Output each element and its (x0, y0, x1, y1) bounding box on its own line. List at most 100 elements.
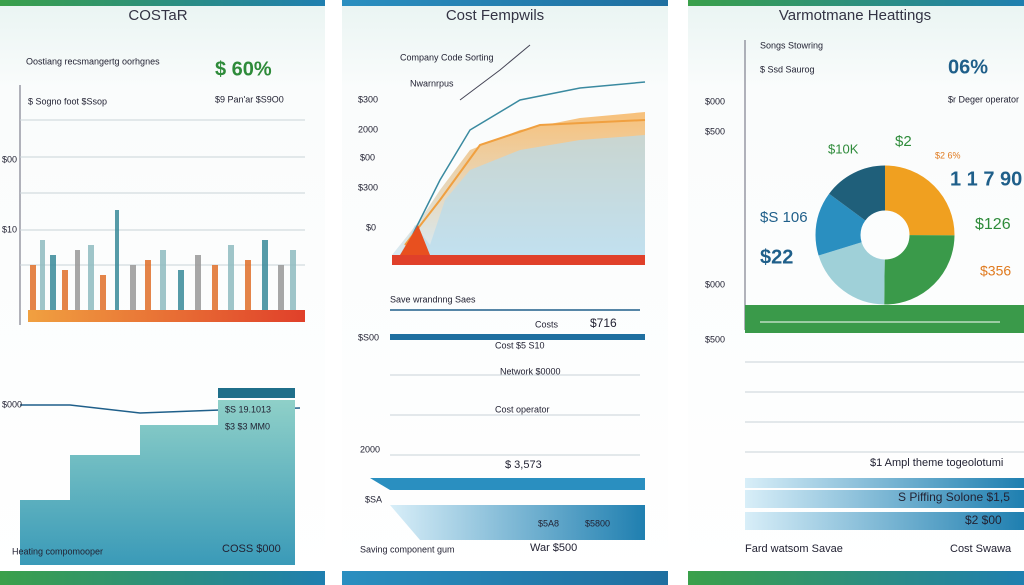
label: Fard watsom Savae (745, 543, 843, 555)
label: $1 Ampl theme togeolotumi (870, 457, 1003, 469)
label: $3 $3 MM0 (225, 421, 270, 431)
label: Costs (535, 319, 559, 329)
area (400, 135, 645, 255)
bar (100, 275, 106, 310)
footer-band (688, 571, 1024, 585)
label: $716 (590, 316, 617, 330)
axis-label: $000 (705, 279, 725, 289)
donut-segment (815, 165, 955, 305)
axis-label: $00 (360, 152, 375, 162)
label: $ Ssd Saurog (760, 64, 815, 74)
label: S Piffing Solone $1,5 (898, 490, 1010, 504)
footer-band (342, 571, 668, 585)
axis-label: $300 (358, 94, 378, 104)
label: $ 3,573 (505, 459, 542, 471)
panel-title: Cost Fempwils (446, 7, 544, 24)
label: $2 (895, 133, 912, 150)
line (409, 81, 646, 241)
label: Company Code Sorting (400, 52, 494, 62)
line (404, 119, 646, 246)
label: $ Sogno foot $Ssop (28, 96, 107, 106)
stat: 06% (948, 56, 988, 78)
bar (40, 240, 45, 310)
axis-label: 2000 (360, 444, 380, 454)
label: Oostiang recsmangertg oorhgnes (26, 56, 160, 66)
label: $9 Pan'ar $S9O0 (215, 94, 284, 104)
axis-label: $500 (705, 126, 725, 136)
label: Songs Stowring (760, 40, 823, 50)
bar (262, 240, 268, 310)
label: $2 6% (935, 150, 961, 160)
bar (195, 255, 201, 310)
label: Cost operator (495, 404, 550, 414)
step-area (20, 400, 295, 565)
label: $r Deger operator (948, 94, 1019, 104)
label: Nwarnrpus (410, 78, 454, 88)
label: $10K (828, 141, 859, 156)
label: $S 106 (760, 209, 808, 226)
donut (815, 165, 955, 305)
bar (62, 270, 68, 310)
label: Cost $5 S10 (495, 340, 545, 350)
bar (88, 245, 94, 310)
bar (245, 260, 251, 310)
label: $5A8 (538, 518, 559, 528)
label: $126 (975, 216, 1011, 233)
row-band (745, 490, 1024, 508)
bar (115, 210, 119, 310)
bar (160, 250, 166, 310)
bar (212, 265, 218, 310)
bar (50, 255, 56, 310)
gutter (668, 0, 688, 585)
bar (130, 265, 136, 310)
bar (278, 265, 284, 310)
header-band (688, 0, 1024, 6)
label: War $500 (530, 542, 577, 554)
line (459, 44, 531, 101)
label: Saving component gum (360, 544, 455, 554)
bar-cluster (30, 210, 296, 310)
green-band (745, 305, 1024, 333)
base-band (392, 255, 645, 265)
base-band (28, 310, 305, 322)
bar (145, 260, 151, 310)
row-band (390, 334, 645, 340)
panel-title: Varmotmane Heattings (779, 7, 931, 24)
label: Network $0000 (500, 366, 561, 376)
stat: $22 (760, 246, 793, 268)
label: $S 19.1013 (225, 404, 271, 414)
axis-label: $10 (2, 224, 17, 234)
axis-label: $00 (2, 154, 17, 164)
axis-label: $SA (365, 494, 382, 504)
axis-label: $000 (2, 399, 22, 409)
label: $2 $00 (965, 513, 1002, 527)
arrow-band (390, 505, 645, 540)
label: Save wrandnng Saes (390, 294, 476, 304)
label: Cost Swawa (950, 543, 1012, 555)
label: $5800 (585, 518, 610, 528)
axis-label: $0 (366, 222, 376, 232)
axis-label: $300 (358, 182, 378, 192)
axis-label: $000 (705, 96, 725, 106)
triangle (400, 225, 430, 255)
row-band (745, 478, 1024, 488)
bar (178, 270, 184, 310)
footer-band (0, 571, 325, 585)
label: Heating compomooper (12, 546, 103, 556)
panel (342, 0, 668, 585)
row-band (745, 512, 1024, 530)
bar (228, 245, 234, 310)
stat: 1 1 7 90 (950, 168, 1022, 190)
gutter (325, 0, 342, 585)
donut-segment (815, 165, 955, 305)
bar (30, 265, 36, 310)
axis-label: $500 (705, 334, 725, 344)
label: COSS $000 (222, 543, 281, 555)
bar (290, 250, 296, 310)
donut-segment (815, 165, 955, 305)
label: $356 (980, 263, 1011, 279)
highlight-bar (218, 388, 295, 398)
bar (75, 250, 80, 310)
arrow-band (370, 478, 645, 490)
